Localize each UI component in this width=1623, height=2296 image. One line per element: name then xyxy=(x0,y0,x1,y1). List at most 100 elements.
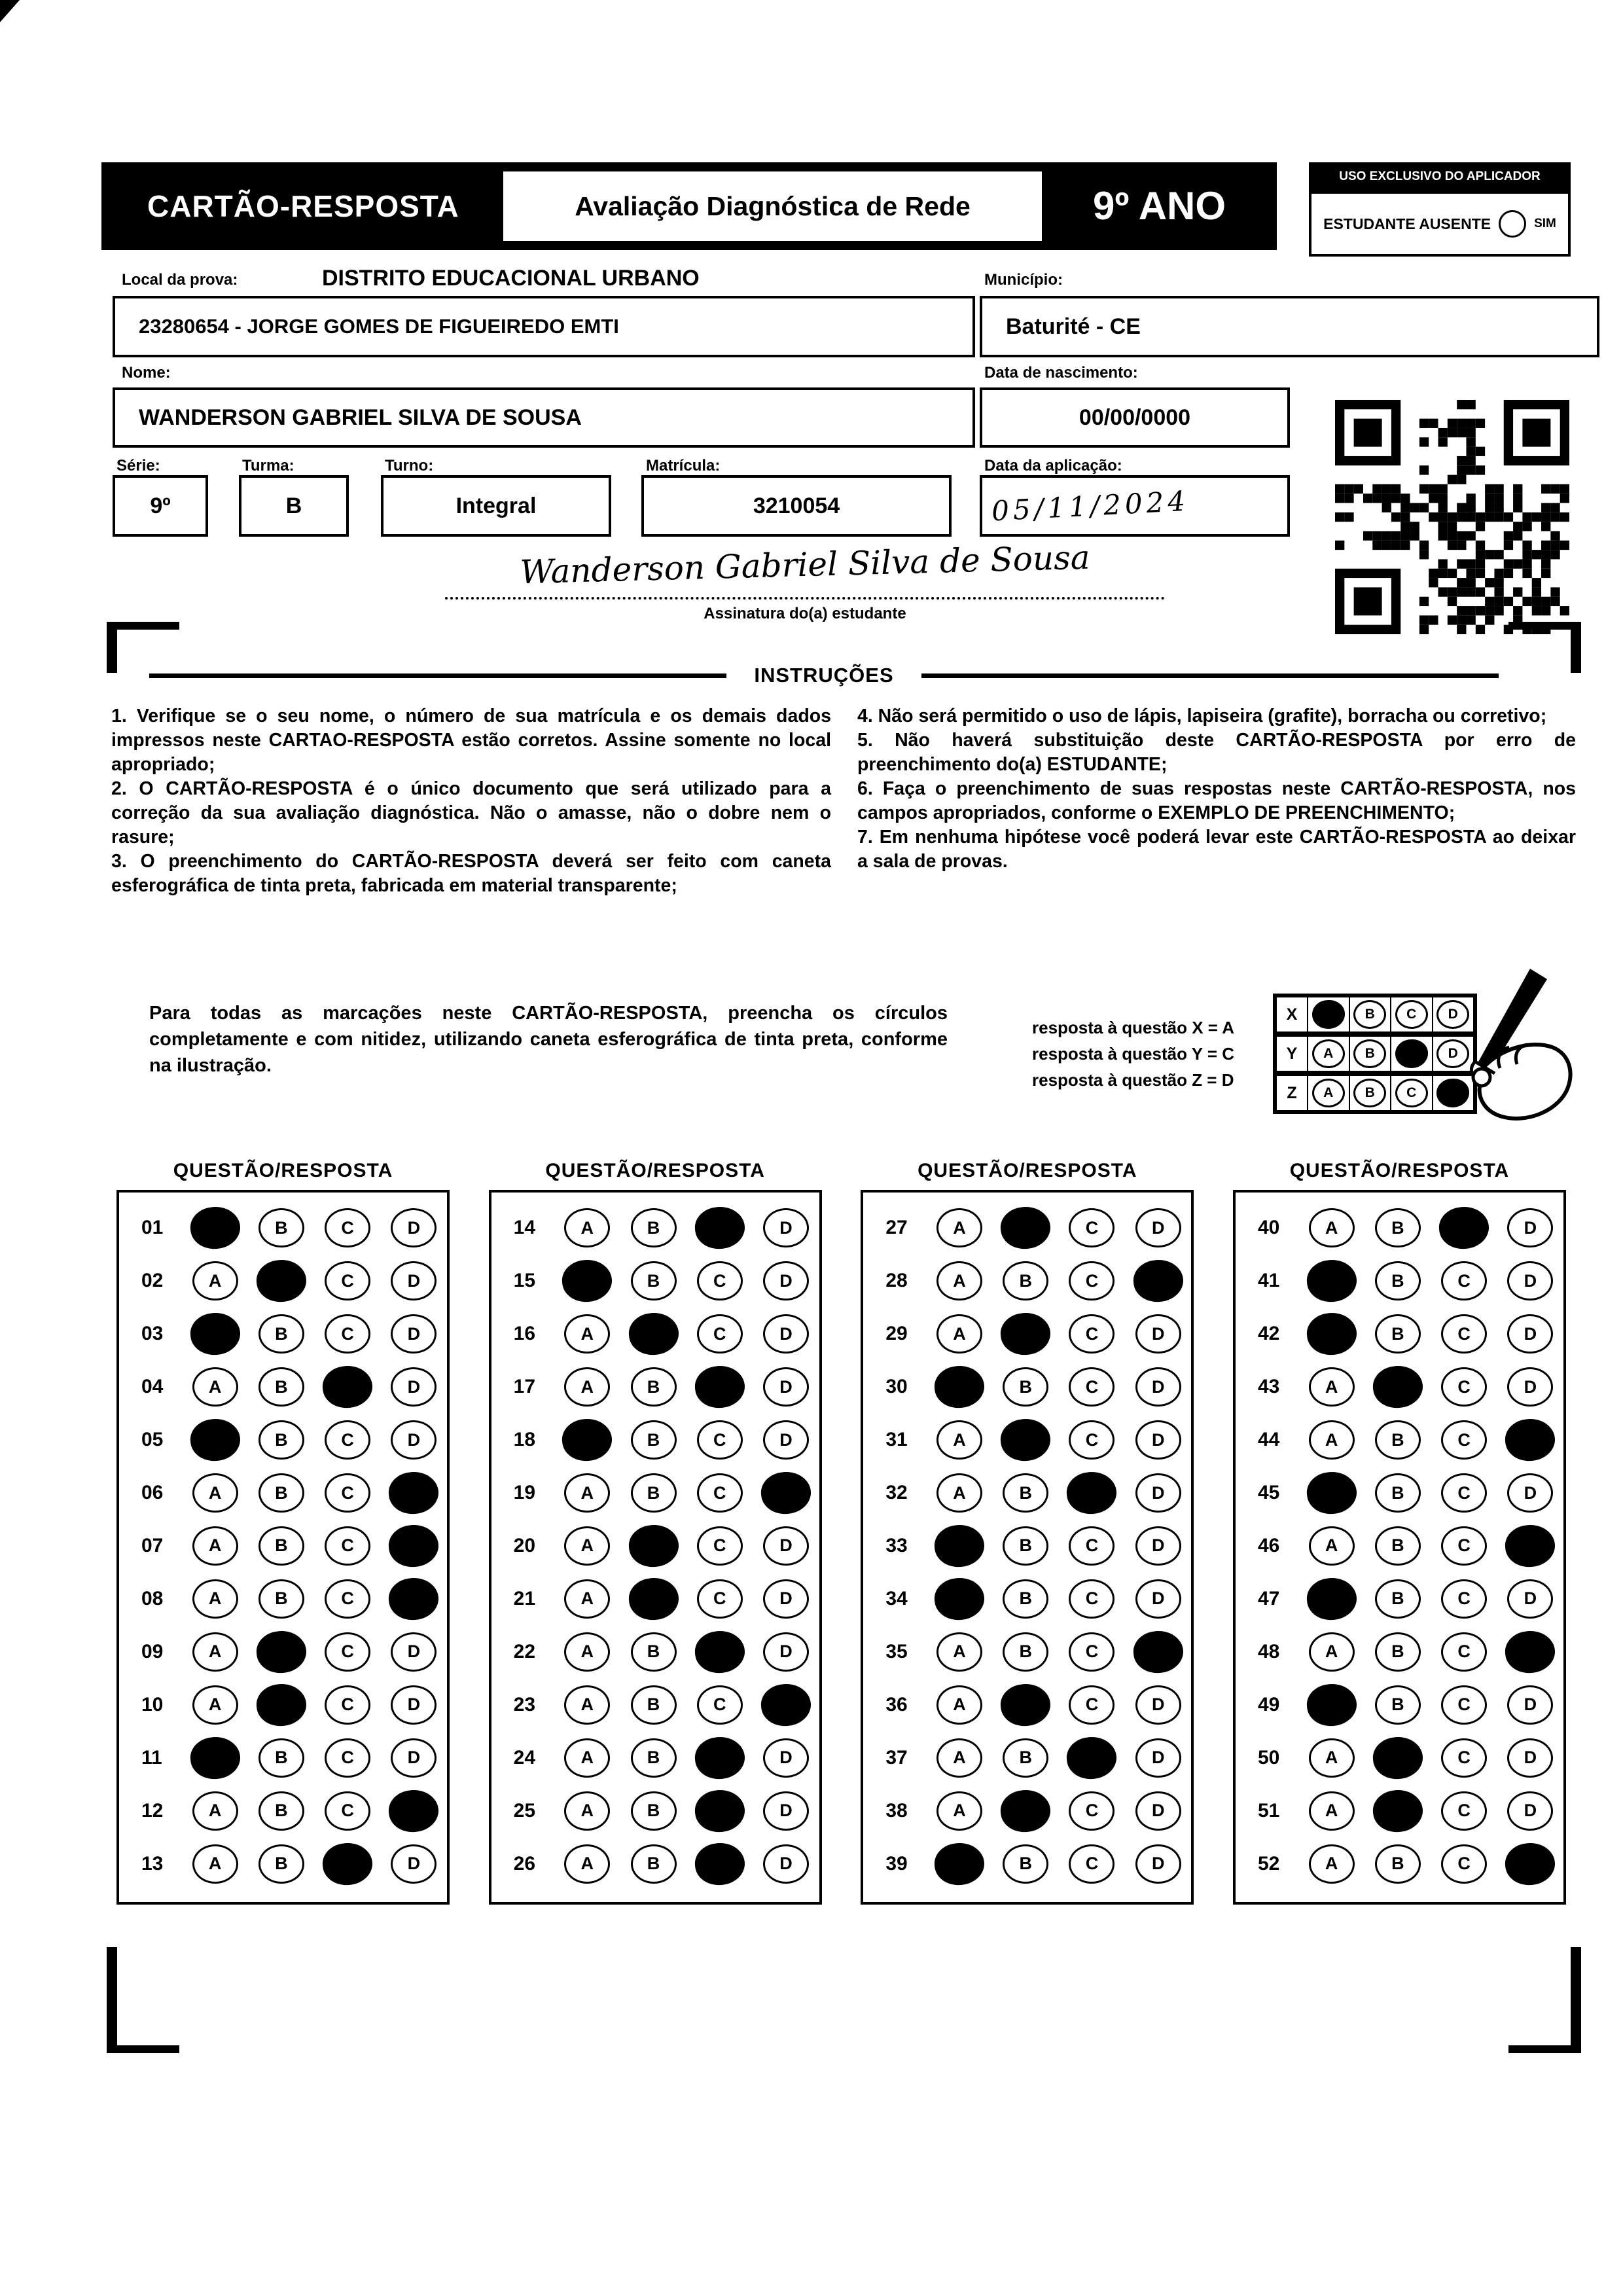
bubble-D[interactable]: D xyxy=(763,1738,810,1778)
marked-bubble-A[interactable] xyxy=(1304,1311,1359,1357)
bubble-D[interactable]: D xyxy=(1135,1791,1181,1831)
bubble-C[interactable]: C xyxy=(1069,1632,1115,1672)
bubble-A[interactable]: A xyxy=(1308,1367,1355,1407)
bubble-A[interactable]: A xyxy=(1308,1632,1355,1672)
bubble-A[interactable]: A xyxy=(1308,1738,1355,1778)
bubble-A[interactable]: A xyxy=(564,1367,611,1407)
bubble-D[interactable]: D xyxy=(1507,1738,1554,1778)
marked-bubble-D[interactable] xyxy=(1503,1416,1557,1463)
bubble-C[interactable]: C xyxy=(1441,1579,1488,1619)
bubble-C[interactable]: C xyxy=(325,1473,371,1513)
marked-bubble-D[interactable] xyxy=(1132,1258,1185,1304)
marked-bubble-B[interactable] xyxy=(1371,1734,1425,1781)
bubble-B[interactable]: B xyxy=(630,1261,677,1301)
bubble-B[interactable]: B xyxy=(1003,1844,1049,1884)
bubble-B[interactable]: B xyxy=(1374,1632,1421,1672)
bubble-A[interactable]: A xyxy=(564,1208,611,1248)
marked-bubble-B[interactable] xyxy=(1371,1787,1425,1834)
bubble-C[interactable]: C xyxy=(1069,1526,1115,1566)
bubble-D[interactable]: D xyxy=(391,1208,437,1248)
bubble-B[interactable]: B xyxy=(630,1844,677,1884)
bubble-A[interactable]: A xyxy=(192,1632,238,1672)
bubble-C[interactable]: C xyxy=(1441,1261,1488,1301)
bubble-B[interactable]: B xyxy=(1374,1420,1421,1460)
bubble-D[interactable]: D xyxy=(391,1685,437,1725)
bubble-A[interactable]: A xyxy=(192,1526,238,1566)
marked-bubble-A[interactable] xyxy=(1304,1469,1359,1516)
bubble-B[interactable]: B xyxy=(258,1791,304,1831)
bubble-D[interactable]: D xyxy=(763,1420,810,1460)
bubble-A[interactable]: A xyxy=(936,1738,982,1778)
marked-bubble-C[interactable] xyxy=(321,1364,374,1410)
marked-bubble-D[interactable] xyxy=(1503,1628,1557,1676)
bubble-D[interactable]: D xyxy=(1507,1579,1554,1619)
bubble-B[interactable]: B xyxy=(1374,1579,1421,1619)
bubble-A[interactable]: A xyxy=(192,1791,238,1831)
bubble-D[interactable]: D xyxy=(1135,1685,1181,1725)
marked-bubble-C[interactable] xyxy=(1065,1469,1119,1516)
marked-bubble-B[interactable] xyxy=(255,1681,308,1728)
bubble-C[interactable]: C xyxy=(1069,1791,1115,1831)
marked-bubble-D[interactable] xyxy=(387,1787,441,1834)
bubble-A[interactable]: A xyxy=(936,1314,982,1354)
marked-bubble-C[interactable] xyxy=(693,1787,747,1834)
bubble-A[interactable]: A xyxy=(564,1314,611,1354)
bubble-A[interactable]: A xyxy=(936,1208,982,1248)
bubble-D[interactable]: D xyxy=(1135,1844,1181,1884)
bubble-A[interactable]: A xyxy=(564,1791,611,1831)
marked-bubble-D[interactable] xyxy=(1503,1522,1557,1570)
marked-bubble-D[interactable] xyxy=(387,1522,441,1570)
bubble-B[interactable]: B xyxy=(630,1420,677,1460)
signature-line[interactable] xyxy=(445,597,1165,600)
absent-bubble[interactable] xyxy=(1499,210,1527,238)
bubble-D[interactable]: D xyxy=(1507,1261,1554,1301)
bubble-A[interactable]: A xyxy=(1308,1844,1355,1884)
bubble-D[interactable]: D xyxy=(1507,1208,1554,1248)
bubble-B[interactable]: B xyxy=(258,1526,304,1566)
bubble-C[interactable]: C xyxy=(1069,1420,1115,1460)
bubble-B[interactable]: B xyxy=(1003,1473,1049,1513)
marked-bubble-C[interactable] xyxy=(693,1628,747,1676)
bubble-D[interactable]: D xyxy=(1135,1473,1181,1513)
bubble-D[interactable]: D xyxy=(391,1738,437,1778)
marked-bubble-A[interactable] xyxy=(1304,1681,1359,1728)
bubble-B[interactable]: B xyxy=(258,1208,304,1248)
bubble-D[interactable]: D xyxy=(1507,1314,1554,1354)
bubble-B[interactable]: B xyxy=(258,1314,304,1354)
bubble-B[interactable]: B xyxy=(258,1367,304,1407)
marked-bubble-C[interactable] xyxy=(693,1840,747,1887)
marked-bubble-C[interactable] xyxy=(693,1734,747,1781)
bubble-A[interactable]: A xyxy=(192,1844,238,1884)
bubble-B[interactable]: B xyxy=(1374,1473,1421,1513)
marked-bubble-D[interactable] xyxy=(1132,1628,1185,1676)
bubble-A[interactable]: A xyxy=(192,1261,238,1301)
bubble-A[interactable]: A xyxy=(936,1420,982,1460)
bubble-B[interactable]: B xyxy=(630,1791,677,1831)
marked-bubble-D[interactable] xyxy=(1503,1840,1557,1887)
bubble-B[interactable]: B xyxy=(630,1632,677,1672)
bubble-C[interactable]: C xyxy=(325,1261,371,1301)
bubble-D[interactable]: D xyxy=(763,1791,810,1831)
bubble-A[interactable]: A xyxy=(564,1685,611,1725)
bubble-C[interactable]: C xyxy=(1069,1367,1115,1407)
bubble-D[interactable]: D xyxy=(763,1261,810,1301)
bubble-B[interactable]: B xyxy=(1374,1526,1421,1566)
bubble-C[interactable]: C xyxy=(1069,1314,1115,1354)
bubble-C[interactable]: C xyxy=(1069,1844,1115,1884)
bubble-A[interactable]: A xyxy=(192,1473,238,1513)
bubble-C[interactable]: C xyxy=(1441,1526,1488,1566)
bubble-C[interactable]: C xyxy=(696,1420,743,1460)
bubble-B[interactable]: B xyxy=(258,1473,304,1513)
bubble-D[interactable]: D xyxy=(763,1314,810,1354)
bubble-A[interactable]: A xyxy=(564,1844,611,1884)
bubble-D[interactable]: D xyxy=(763,1632,810,1672)
marked-bubble-D[interactable] xyxy=(759,1469,813,1516)
bubble-A[interactable]: A xyxy=(1308,1420,1355,1460)
bubble-B[interactable]: B xyxy=(630,1473,677,1513)
bubble-D[interactable]: D xyxy=(1507,1791,1554,1831)
bubble-C[interactable]: C xyxy=(1069,1685,1115,1725)
bubble-D[interactable]: D xyxy=(391,1367,437,1407)
bubble-C[interactable]: C xyxy=(696,1261,743,1301)
marked-bubble-B[interactable] xyxy=(626,1522,681,1570)
marked-bubble-C[interactable] xyxy=(321,1840,374,1887)
